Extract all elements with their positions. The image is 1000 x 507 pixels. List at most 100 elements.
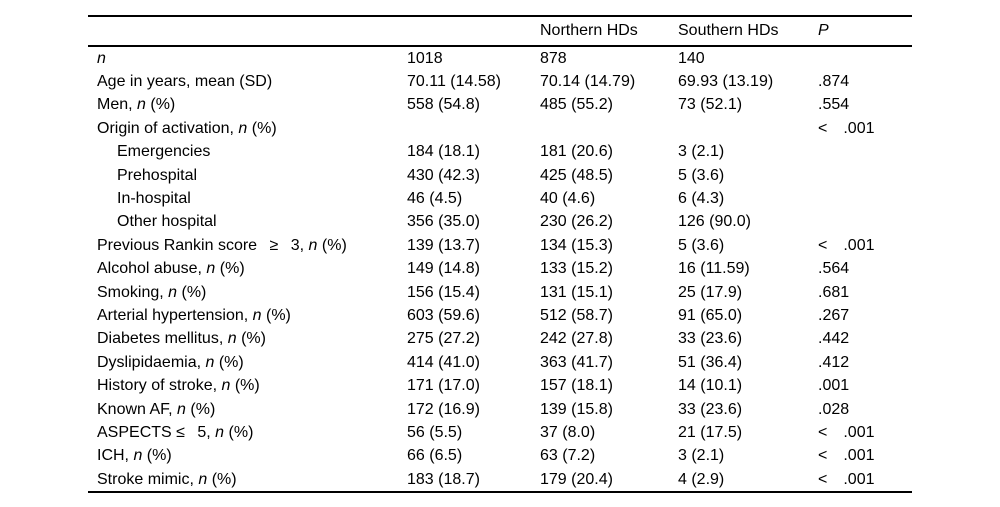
table-body: n 1018 878 140 Age in years, mean (SD) 7… bbox=[88, 47, 912, 491]
row-label: Arterial hypertension, n (%) bbox=[97, 306, 291, 324]
cell-northern: 63 (7.2) bbox=[540, 447, 596, 465]
cell-total: 183 (18.7) bbox=[407, 470, 480, 488]
table-row: In-hospital 46 (4.5) 40 (4.6) 6 (4.3) bbox=[88, 187, 912, 210]
table-row: Other hospital 356 (35.0) 230 (26.2) 126… bbox=[88, 211, 912, 234]
cell-total: 46 (4.5) bbox=[407, 190, 463, 208]
table-row: History of stroke, n (%) 171 (17.0) 157 … bbox=[88, 374, 912, 397]
table-row: Diabetes mellitus, n (%) 275 (27.2) 242 … bbox=[88, 328, 912, 351]
cell-p: .001 bbox=[818, 377, 850, 395]
cell-northern: 157 (18.1) bbox=[540, 377, 613, 395]
cell-southern: 3 (2.1) bbox=[678, 447, 725, 465]
cell-p: .028 bbox=[818, 400, 850, 418]
cell-northern: 230 (26.2) bbox=[540, 213, 613, 231]
cell-p: < .001 bbox=[818, 470, 875, 488]
cell-p: .564 bbox=[818, 260, 850, 278]
table-row: Previous Rankin score ≥ 3, n (%) 139 (13… bbox=[88, 234, 912, 257]
table-row: Age in years, mean (SD) 70.11 (14.58) 70… bbox=[88, 70, 912, 93]
table-row: Stroke mimic, n (%) 183 (18.7) 179 (20.4… bbox=[88, 468, 912, 491]
cell-p: < .001 bbox=[818, 447, 875, 465]
cell-southern: 5 (3.6) bbox=[678, 236, 725, 254]
column-header-p: P bbox=[818, 21, 829, 39]
cell-total: 171 (17.0) bbox=[407, 377, 480, 395]
cell-southern: 14 (10.1) bbox=[678, 377, 743, 395]
cell-northern: 131 (15.1) bbox=[540, 283, 613, 301]
cell-total: 66 (6.5) bbox=[407, 447, 463, 465]
table-row: ICH, n (%) 66 (6.5) 63 (7.2) 3 (2.1) < .… bbox=[88, 445, 912, 468]
table-row: Known AF, n (%) 172 (16.9) 139 (15.8) 33… bbox=[88, 398, 912, 421]
cell-p: .442 bbox=[818, 330, 850, 348]
row-label: In-hospital bbox=[117, 190, 191, 208]
table-row: Arterial hypertension, n (%) 603 (59.6) … bbox=[88, 304, 912, 327]
table-bottom-rule bbox=[88, 491, 912, 494]
cell-southern: 6 (4.3) bbox=[678, 190, 725, 208]
cell-northern: 133 (15.2) bbox=[540, 260, 613, 278]
cell-p: < .001 bbox=[818, 423, 875, 441]
table-row: Emergencies 184 (18.1) 181 (20.6) 3 (2.1… bbox=[88, 141, 912, 164]
cell-northern: 485 (55.2) bbox=[540, 96, 613, 114]
row-label: Previous Rankin score ≥ 3, n (%) bbox=[97, 236, 347, 254]
table-row: Prehospital 430 (42.3) 425 (48.5) 5 (3.6… bbox=[88, 164, 912, 187]
cell-total: 1018 bbox=[407, 49, 443, 67]
table-row: Origin of activation, n (%) < .001 bbox=[88, 117, 912, 140]
cell-p: .267 bbox=[818, 306, 850, 324]
cell-total: 558 (54.8) bbox=[407, 96, 480, 114]
table-row: Dyslipidaemia, n (%) 414 (41.0) 363 (41.… bbox=[88, 351, 912, 374]
cell-southern: 4 (2.9) bbox=[678, 470, 725, 488]
cell-northern: 134 (15.3) bbox=[540, 236, 613, 254]
cell-northern: 37 (8.0) bbox=[540, 423, 596, 441]
cell-p: .681 bbox=[818, 283, 850, 301]
cell-total: 603 (59.6) bbox=[407, 306, 480, 324]
cell-northern: 179 (20.4) bbox=[540, 470, 613, 488]
cell-total: 149 (14.8) bbox=[407, 260, 480, 278]
cell-total: 70.11 (14.58) bbox=[407, 73, 501, 91]
cell-northern: 363 (41.7) bbox=[540, 353, 613, 371]
column-header-northern: Northern HDs bbox=[540, 21, 638, 39]
cell-p: .412 bbox=[818, 353, 850, 371]
row-label: History of stroke, n (%) bbox=[97, 377, 260, 395]
table-row: Men, n (%) 558 (54.8) 485 (55.2) 73 (52.… bbox=[88, 94, 912, 117]
cell-total: 139 (13.7) bbox=[407, 236, 480, 254]
cell-northern: 139 (15.8) bbox=[540, 400, 613, 418]
row-label: Origin of activation, n (%) bbox=[97, 119, 277, 137]
row-label: Alcohol abuse, n (%) bbox=[97, 260, 245, 278]
table-top-rule bbox=[88, 15, 912, 17]
cell-total: 156 (15.4) bbox=[407, 283, 480, 301]
cell-p: < .001 bbox=[818, 119, 875, 137]
cell-southern: 126 (90.0) bbox=[678, 213, 751, 231]
cell-total: 184 (18.1) bbox=[407, 143, 480, 161]
cell-southern: 3 (2.1) bbox=[678, 143, 725, 161]
cell-southern: 140 bbox=[678, 49, 705, 67]
cell-southern: 91 (65.0) bbox=[678, 306, 743, 324]
cell-total: 275 (27.2) bbox=[407, 330, 480, 348]
cell-northern: 70.14 (14.79) bbox=[540, 73, 636, 91]
characteristics-table: Northern HDs Southern HDs P n 1018 878 1… bbox=[88, 15, 912, 494]
column-header-southern: Southern HDs bbox=[678, 21, 779, 39]
cell-northern: 878 bbox=[540, 49, 567, 67]
cell-northern: 425 (48.5) bbox=[540, 166, 613, 184]
row-label: Emergencies bbox=[117, 143, 211, 161]
cell-northern: 242 (27.8) bbox=[540, 330, 613, 348]
row-label: Smoking, n (%) bbox=[97, 283, 207, 301]
row-label: Dyslipidaemia, n (%) bbox=[97, 353, 244, 371]
table-header-rule bbox=[88, 44, 912, 47]
cell-southern: 73 (52.1) bbox=[678, 96, 743, 114]
table-row: ASPECTS ≤ 5, n (%) 56 (5.5) 37 (8.0) 21 … bbox=[88, 421, 912, 444]
row-label: n bbox=[97, 49, 106, 67]
table-row: Alcohol abuse, n (%) 149 (14.8) 133 (15.… bbox=[88, 258, 912, 281]
cell-southern: 33 (23.6) bbox=[678, 400, 743, 418]
cell-northern: 181 (20.6) bbox=[540, 143, 613, 161]
row-label: Known AF, n (%) bbox=[97, 400, 216, 418]
row-label: Diabetes mellitus, n (%) bbox=[97, 330, 266, 348]
cell-southern: 25 (17.9) bbox=[678, 283, 743, 301]
cell-southern: 16 (11.59) bbox=[678, 260, 750, 278]
row-label: ASPECTS ≤ 5, n (%) bbox=[97, 423, 254, 441]
cell-total: 356 (35.0) bbox=[407, 213, 480, 231]
table-header-row: Northern HDs Southern HDs P bbox=[88, 17, 912, 45]
table-row: n 1018 878 140 bbox=[88, 47, 912, 70]
table-row: Smoking, n (%) 156 (15.4) 131 (15.1) 25 … bbox=[88, 281, 912, 304]
cell-total: 172 (16.9) bbox=[407, 400, 480, 418]
cell-total: 430 (42.3) bbox=[407, 166, 480, 184]
row-label: Age in years, mean (SD) bbox=[97, 73, 273, 91]
cell-southern: 21 (17.5) bbox=[678, 423, 743, 441]
cell-southern: 51 (36.4) bbox=[678, 353, 743, 371]
